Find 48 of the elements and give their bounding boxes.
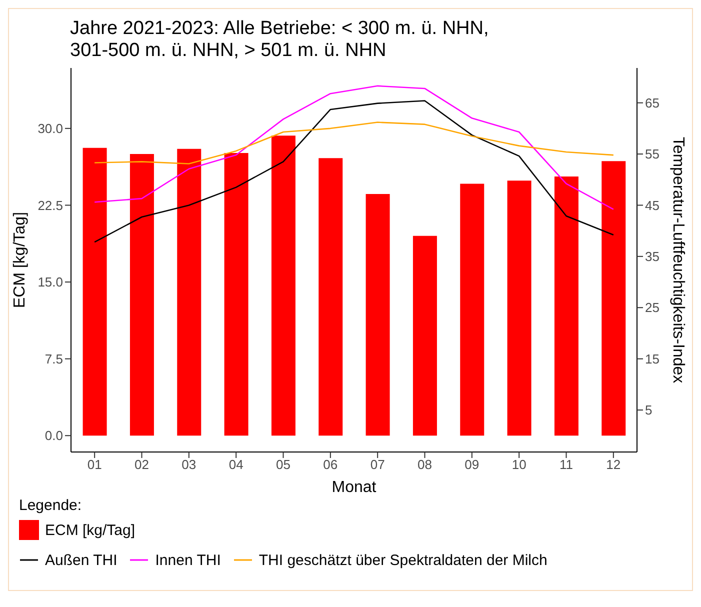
- y2-tick-label: 15: [645, 351, 660, 366]
- y2-tick-label: 5: [645, 402, 652, 418]
- y-tick-label: 22.5: [38, 198, 63, 213]
- bar: [271, 136, 296, 436]
- bar: [82, 148, 107, 436]
- chart-title: Jahre 2021-2023: Alle Betriebe: < 300 m. ü. NHN, 301-500 m. ü. NHN, > 501 m. ü. NHN: [69, 17, 490, 62]
- bar: [177, 148, 202, 436]
- legend-label: THI geschätzt über Spektraldaten der Milch: [258, 550, 548, 570]
- bar: [460, 184, 484, 436]
- y2-tick-label: 65: [645, 95, 660, 110]
- y2-axis-title: Temperatur-Luftfeuchtigkeits-Index: [669, 136, 686, 384]
- x-tick-label: 08: [418, 457, 432, 472]
- x-tick-label: 04: [228, 457, 244, 472]
- x-tick-label: 02: [134, 457, 149, 472]
- x-axis-title: Monat: [332, 479, 377, 496]
- legend-label: Außen THI: [44, 550, 118, 570]
- x-tick-label: 03: [182, 457, 196, 472]
- line-series: [94, 122, 614, 164]
- y-axis-title: ECM [kg/Tag]: [12, 212, 29, 308]
- y-tick-label: 15.0: [38, 274, 63, 290]
- y-tick-label: 7.5: [44, 351, 63, 366]
- y2-tick-label: 25: [645, 300, 660, 316]
- x-tick-label: 10: [512, 457, 526, 472]
- legend-label: ECM [kg/Tag]: [44, 520, 136, 540]
- bar: [224, 152, 248, 436]
- y-tick-label: 30.0: [38, 121, 63, 136]
- bar: [130, 154, 154, 436]
- bar: [366, 194, 390, 436]
- bar: [602, 161, 626, 436]
- bar: [507, 180, 532, 436]
- legend-label: Innen THI: [154, 550, 221, 570]
- bar: [554, 176, 578, 436]
- line-series: [94, 85, 614, 210]
- x-tick-label: 06: [323, 457, 338, 472]
- x-tick-label: 12: [606, 457, 621, 472]
- legend-title: Legende:: [19, 497, 83, 514]
- x-tick-label: 09: [464, 457, 480, 472]
- line-series: [94, 100, 614, 243]
- bar: [412, 236, 437, 436]
- y-tick-label: 0.0: [44, 428, 63, 444]
- y2-tick-label: 45: [645, 198, 660, 213]
- bar: [318, 158, 343, 436]
- x-tick-label: 11: [560, 457, 573, 472]
- x-tick-label: 05: [276, 457, 290, 472]
- x-tick-label: 07: [370, 457, 385, 472]
- x-tick-label: 01: [87, 457, 102, 472]
- y2-tick-label: 55: [645, 146, 660, 162]
- y2-tick-label: 35: [645, 249, 660, 264]
